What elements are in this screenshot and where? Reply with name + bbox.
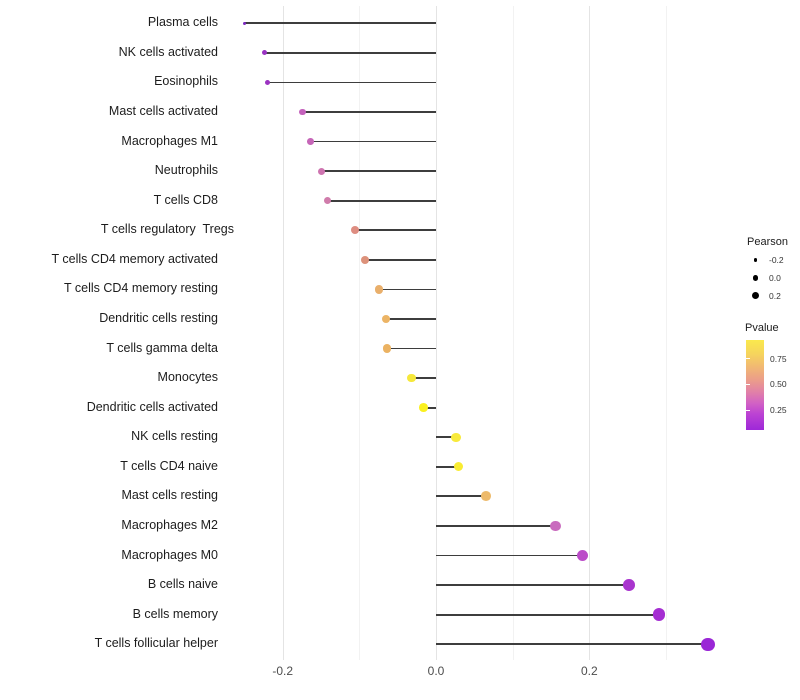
y-axis-label: Eosinophils <box>154 74 218 89</box>
lollipop-stem <box>354 229 436 232</box>
lollipop-dot <box>652 608 666 621</box>
y-axis-label: Neutrophils <box>154 163 218 178</box>
lollipop-stem <box>436 525 556 527</box>
lollipop-stem <box>411 377 436 379</box>
lollipop-dot <box>299 108 306 116</box>
lollipop-dot <box>242 21 247 26</box>
y-axis-label: T cells CD4 naive <box>120 458 218 473</box>
colorbar-tick <box>746 409 750 412</box>
pvalue-colorbar <box>746 340 764 430</box>
y-axis-label: T cells CD4 memory activated <box>51 251 219 266</box>
minor-gridline <box>359 6 361 660</box>
y-axis-label: Macrophages M0 <box>121 547 218 562</box>
colorbar-tick <box>746 357 750 360</box>
lollipop-dot <box>701 637 715 651</box>
y-axis-label: NK cells activated <box>118 44 218 59</box>
lollipop-dot <box>407 373 416 383</box>
y-axis-label: B cells naive <box>147 577 218 592</box>
lollipop-stem <box>327 199 436 202</box>
x-tick-label: 0.2 <box>580 664 598 678</box>
legend-pearson-title: Pearson <box>747 236 788 248</box>
y-axis-label: T cells CD8 <box>153 192 218 207</box>
lollipop-dot <box>451 432 461 442</box>
x-tick-label: -0.2 <box>272 664 294 678</box>
y-axis-label: Monocytes <box>157 370 218 385</box>
y-axis-label: Macrophages M2 <box>121 517 218 532</box>
colorbar-tick <box>746 383 750 386</box>
lollipop-stem <box>436 613 660 616</box>
lollipop-stem <box>436 643 709 646</box>
colorbar-label: 0.75 <box>770 353 787 364</box>
y-axis-label: NK cells resting <box>131 429 218 444</box>
lollipop-dot <box>360 255 369 264</box>
lollipop-stem <box>436 584 630 586</box>
lollipop-stem <box>386 347 436 350</box>
major-gridline <box>282 6 284 660</box>
lollipop-dot <box>550 520 561 532</box>
legend-size-label: 0.0 <box>769 272 781 283</box>
y-axis-label: T cells follicular helper <box>94 636 218 651</box>
minor-gridline <box>512 6 514 660</box>
legend-size-dot <box>752 292 759 300</box>
lollipop-dot <box>318 167 326 175</box>
lollipop-dot <box>576 550 588 561</box>
lollipop-stem <box>386 318 436 320</box>
lollipop-dot <box>382 314 391 324</box>
legend-size-label: 0.2 <box>769 290 781 301</box>
major-gridline <box>589 6 591 660</box>
y-axis-label: T cells CD4 memory resting <box>64 281 218 296</box>
y-axis-label: B cells memory <box>132 606 218 621</box>
y-axis-label: Plasma cells <box>147 15 218 30</box>
legend-size-dot <box>752 275 759 281</box>
legend-size-dot <box>753 258 758 262</box>
legend-size-label: -0.2 <box>769 255 784 265</box>
y-axis-label: Mast cells activated <box>108 104 218 118</box>
lollipop-dot <box>323 197 331 205</box>
lollipop-stem <box>310 140 436 143</box>
lollipop-dot <box>419 403 429 412</box>
lollipop-dot <box>375 285 384 294</box>
lollipop-stem <box>321 170 436 173</box>
lollipop-dot <box>480 491 491 502</box>
colorbar-label: 0.50 <box>770 379 787 390</box>
lollipop-stem <box>379 288 436 291</box>
lollipop-stem <box>364 258 436 261</box>
y-axis-label: Macrophages M1 <box>121 133 218 148</box>
lollipop-dot <box>261 50 267 56</box>
y-axis-label: Dendritic cells activated <box>86 399 218 414</box>
lollipop-dot <box>453 462 463 472</box>
lollipop-stem <box>267 81 436 84</box>
x-tick-label: 0.0 <box>427 664 445 678</box>
lollipop-dot <box>306 138 314 145</box>
lollipop-stem <box>264 51 436 54</box>
y-axis-label: Mast cells resting <box>121 488 218 503</box>
lollipop-stem <box>244 22 436 25</box>
lollipop-stem <box>436 495 486 498</box>
major-gridline <box>436 6 437 660</box>
lollipop-stem <box>436 436 456 439</box>
lollipop-stem <box>423 406 436 409</box>
lollipop-dot <box>382 344 392 353</box>
y-axis-label: T cells gamma delta <box>106 340 218 355</box>
lollipop-dot <box>350 226 359 235</box>
lollipop-stem <box>302 111 436 113</box>
y-axis-label: Dendritic cells resting <box>99 310 218 325</box>
colorbar-label: 0.25 <box>770 405 787 416</box>
lollipop-dot <box>264 79 270 86</box>
legend-pvalue-title: Pvalue <box>745 322 779 334</box>
lollipop-stem <box>436 554 583 557</box>
minor-gridline <box>665 6 667 660</box>
lollipop-stem <box>436 465 459 468</box>
lollipop-dot <box>623 579 635 591</box>
y-axis-label: T cells regulatory Tregs <box>100 222 234 237</box>
